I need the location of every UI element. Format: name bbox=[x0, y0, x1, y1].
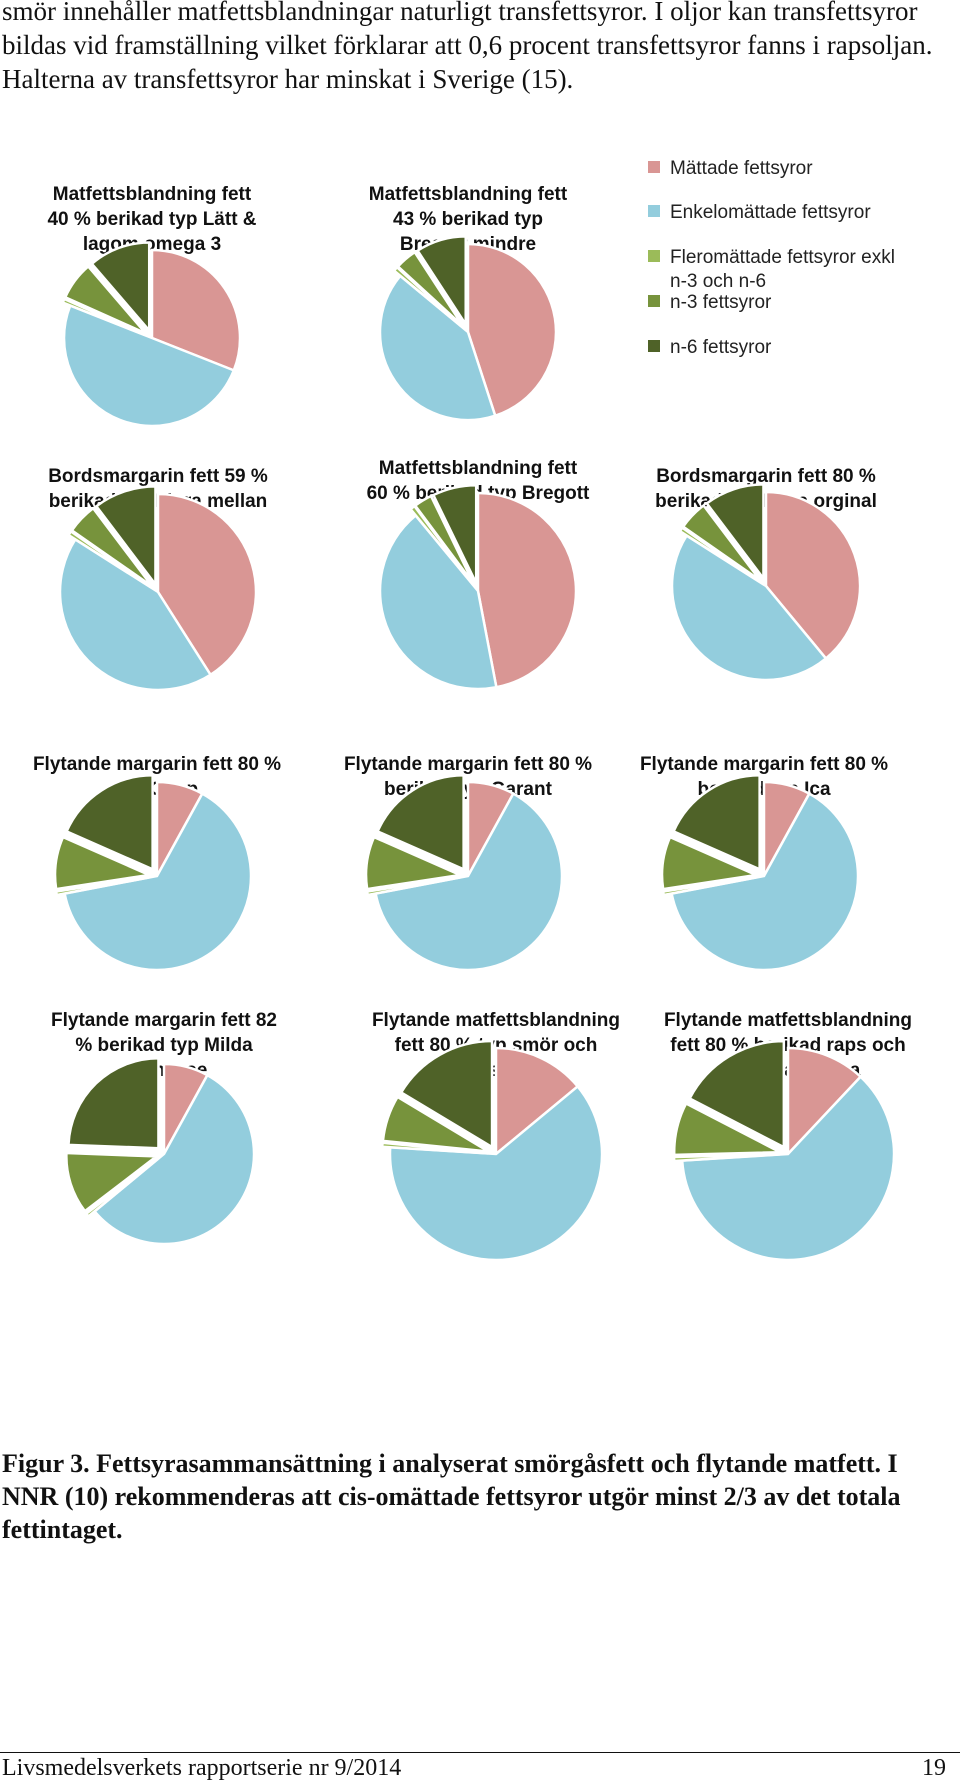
legend-swatch-n6 bbox=[648, 340, 660, 352]
pie-chart-11: Flytande matfettsblandning fett 80 % beri… bbox=[664, 1010, 912, 1262]
pie-slice-flero bbox=[66, 529, 153, 589]
page-footer: Livsmedelsverkets rapportserie nr 9/2014… bbox=[0, 1752, 960, 1783]
pie-title-line: Bordsmargarin fett 80 % bbox=[656, 466, 876, 487]
legend-swatch-mattade bbox=[648, 161, 660, 173]
pie-slice-enkel bbox=[378, 513, 498, 691]
pie-title-line: Flytande margarin fett 80 % bbox=[344, 754, 592, 775]
pie-chart-grid: Matfettsblandning fett 40 % berikad typ L… bbox=[33, 158, 912, 1262]
pie-slice-flero bbox=[84, 1157, 159, 1219]
pie-slice-n3 bbox=[364, 835, 465, 891]
pie-slice-n3 bbox=[53, 835, 154, 891]
pie-slice-flero bbox=[380, 1141, 489, 1155]
pie-slice-n3 bbox=[65, 1151, 160, 1213]
pie-chart-9: Flytande margarin fett 82 % berikad typ M… bbox=[51, 1010, 277, 1246]
legend-label-n3: n-3 fettsyror bbox=[670, 292, 772, 313]
pie-slice-n6 bbox=[94, 485, 157, 589]
pie-slice-flero bbox=[672, 1153, 781, 1163]
legend-label-flero: Fleromättade fettsyror exkl bbox=[670, 247, 895, 268]
pie-slice-flero bbox=[61, 297, 146, 337]
legend-label-mattade: Mättade fettsyror bbox=[670, 158, 813, 179]
pie-slice-n3 bbox=[70, 506, 154, 588]
legend-label-flero: n-3 och n-6 bbox=[670, 271, 766, 292]
pie-slice-enkel bbox=[374, 791, 564, 972]
pie-slice-flero bbox=[678, 526, 761, 583]
pie-slice-n3 bbox=[660, 835, 761, 891]
chart-legend: Mättade fettsyror Enkelomättade fettsyror… bbox=[648, 158, 895, 358]
pie-slice-mattade bbox=[150, 248, 242, 373]
pie-slice-enkel bbox=[378, 274, 497, 422]
legend-swatch-n3 bbox=[648, 295, 660, 307]
pie-slice-enkel bbox=[63, 791, 253, 972]
pie-slice-flero bbox=[661, 876, 757, 897]
pie-title-line: Flytande margarin fett 82 bbox=[51, 1010, 277, 1031]
pie-title-line: Matfettsblandning fett bbox=[53, 184, 252, 205]
figure-3: Matfettsblandning fett 40 % berikad typ L… bbox=[0, 150, 960, 1440]
pie-chart-1: Matfettsblandning fett 40 % berikad typ L… bbox=[47, 184, 257, 428]
pie-slice-enkel bbox=[62, 303, 236, 428]
pie-chart-7: Flytande margarin fett 80 %berikad typ G… bbox=[344, 754, 592, 972]
pie-slice-mattade bbox=[494, 1046, 580, 1157]
pie-slice-n6 bbox=[705, 483, 765, 583]
pie-slice-flero bbox=[365, 876, 461, 897]
pie-title-line: % berikad typ Milda bbox=[75, 1035, 253, 1056]
legend-swatch-enkel bbox=[648, 205, 660, 217]
pie-title-line: Flytande matfettsblandning bbox=[372, 1010, 620, 1031]
report-series: Livsmedelsverkets rapportserie nr 9/2014 bbox=[2, 1755, 402, 1781]
pie-chart-5: Bordsmargarin fett 80 %berikad typ Flora… bbox=[655, 466, 877, 682]
intro-paragraph: smör innehåller matfettsblandningar natu… bbox=[2, 0, 933, 94]
pie-chart-6: Flytande margarin fett 80 %typ Coop bbox=[33, 754, 281, 972]
legend-label-enkel: Enkelomättade fettsyror bbox=[670, 202, 871, 223]
pie-slice-n3 bbox=[396, 250, 464, 327]
pie-slice-n6 bbox=[64, 774, 154, 872]
pie-slice-n6 bbox=[90, 241, 151, 334]
pie-slice-enkel bbox=[388, 1084, 604, 1262]
pie-title-line: Flytande margarin fett 80 % bbox=[33, 754, 281, 775]
pie-slice-n6 bbox=[375, 774, 465, 872]
pie-chart-3: Bordsmargarin fett 59 %berikad typ Flora… bbox=[48, 466, 268, 692]
pie-slice-enkel bbox=[680, 1074, 896, 1262]
pie-title-line: 40 % berikad typ Lätt & bbox=[47, 209, 256, 230]
pie-slice-enkel bbox=[92, 1073, 256, 1246]
pie-slice-n3 bbox=[413, 494, 475, 585]
pie-title-line: Matfettsblandning fett bbox=[379, 458, 578, 479]
page-number: 19 bbox=[922, 1755, 946, 1781]
pie-slice-mattade bbox=[476, 491, 578, 689]
pie-slice-mattade bbox=[786, 1046, 863, 1158]
pie-title-line: Flytande margarin fett 80 % bbox=[640, 754, 888, 775]
pie-title-line: Flytande matfettsblandning bbox=[664, 1010, 912, 1031]
pie-slice-enkel bbox=[670, 533, 828, 682]
pie-slice-n3 bbox=[672, 1101, 781, 1157]
pie-slice-n6 bbox=[399, 1039, 494, 1150]
figure-caption: Figur 3. Fettsyrasammansättning i analys… bbox=[2, 1449, 901, 1544]
pie-title-line: 43 % berikad typ bbox=[393, 209, 543, 230]
pie-slice-n3 bbox=[63, 264, 147, 335]
pie-slice-enkel bbox=[670, 791, 860, 972]
pie-title-line: Matfettsblandning fett bbox=[369, 184, 568, 205]
pie-slice-n6 bbox=[688, 1039, 786, 1150]
pie-slice-n6 bbox=[67, 1056, 160, 1150]
pie-title-line: Bordsmargarin fett 59 % bbox=[48, 466, 268, 487]
pie-slice-flero bbox=[54, 876, 150, 897]
pie-slice-enkel bbox=[58, 537, 213, 692]
legend-label-n6: n-6 fettsyror bbox=[670, 337, 772, 358]
pie-slice-n6 bbox=[415, 235, 467, 329]
pie-slice-n6 bbox=[431, 483, 478, 584]
pie-slice-n3 bbox=[381, 1095, 490, 1153]
legend-swatch-flero bbox=[648, 250, 660, 262]
pie-chart-8: Flytande margarin fett 80 %berikad typ I… bbox=[640, 754, 888, 972]
pie-slice-n6 bbox=[671, 774, 761, 872]
pie-slice-mattade bbox=[764, 490, 862, 661]
pie-title-line: fett 80 % berikad raps och bbox=[670, 1035, 905, 1056]
pie-slice-mattade bbox=[466, 242, 558, 418]
pie-slice-n3 bbox=[681, 503, 762, 582]
